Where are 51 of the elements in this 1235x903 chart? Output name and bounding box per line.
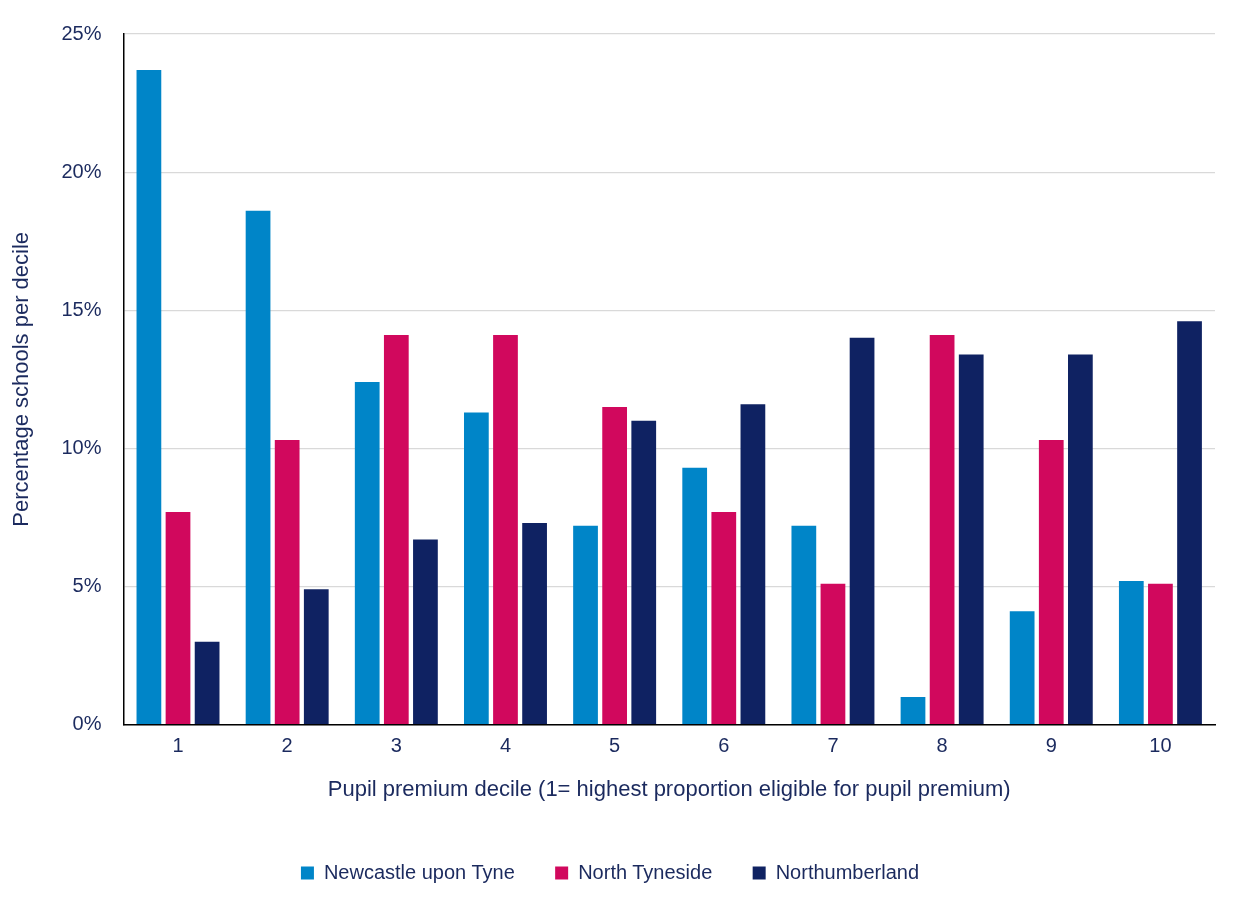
x-tick-label: 9 bbox=[1045, 734, 1057, 757]
bar bbox=[958, 354, 984, 724]
x-tick-label: 5 bbox=[609, 734, 621, 757]
bar bbox=[1148, 583, 1173, 724]
y-tick-label: 5% bbox=[72, 574, 102, 596]
bar bbox=[464, 412, 489, 724]
legend-label: Northumberland bbox=[775, 860, 920, 883]
bar bbox=[929, 335, 955, 724]
bar bbox=[274, 440, 300, 724]
y-axis-title: Percentage schools per decile bbox=[8, 231, 34, 527]
bar bbox=[1038, 440, 1064, 724]
bar bbox=[1177, 321, 1202, 724]
bar bbox=[900, 696, 926, 724]
y-tick-label: 20% bbox=[61, 159, 102, 182]
x-tick-label: 8 bbox=[936, 734, 948, 757]
bar bbox=[493, 335, 518, 724]
bar bbox=[1118, 580, 1144, 724]
bar bbox=[165, 511, 191, 724]
legend-label: North Tyneside bbox=[578, 860, 713, 883]
x-tick-label: 1 bbox=[172, 734, 184, 757]
x-tick-label: 4 bbox=[499, 734, 512, 757]
bar bbox=[740, 404, 766, 724]
bar bbox=[711, 511, 737, 724]
bar bbox=[1068, 354, 1093, 724]
bar bbox=[136, 69, 162, 724]
bar bbox=[573, 525, 598, 724]
x-axis-title: Pupil premium decile (1= highest proportion eligible for pupil premium) bbox=[327, 775, 1011, 801]
bar bbox=[413, 539, 438, 724]
y-tick-label: 0% bbox=[72, 712, 102, 735]
bar bbox=[245, 210, 271, 724]
x-tick-label: 7 bbox=[827, 734, 839, 757]
bar bbox=[682, 467, 708, 724]
bar bbox=[303, 589, 329, 724]
x-tick-label: 6 bbox=[718, 734, 730, 757]
bar bbox=[194, 641, 220, 724]
bar bbox=[820, 583, 846, 724]
y-tick-label: 25% bbox=[61, 21, 102, 44]
legend-label: Newcastle upon Tyne bbox=[323, 860, 515, 883]
bar bbox=[354, 382, 380, 724]
bar bbox=[791, 525, 817, 724]
bar bbox=[631, 420, 657, 724]
bar bbox=[383, 335, 409, 724]
y-tick-label: 15% bbox=[61, 297, 102, 320]
bar bbox=[1009, 611, 1035, 724]
bar bbox=[522, 522, 547, 724]
bar bbox=[602, 406, 628, 724]
x-tick-label: 3 bbox=[390, 734, 402, 757]
x-tick-label: 2 bbox=[281, 734, 293, 757]
x-tick-label: 10 bbox=[1149, 734, 1172, 757]
bar bbox=[849, 337, 875, 724]
y-tick-label: 10% bbox=[61, 435, 102, 458]
